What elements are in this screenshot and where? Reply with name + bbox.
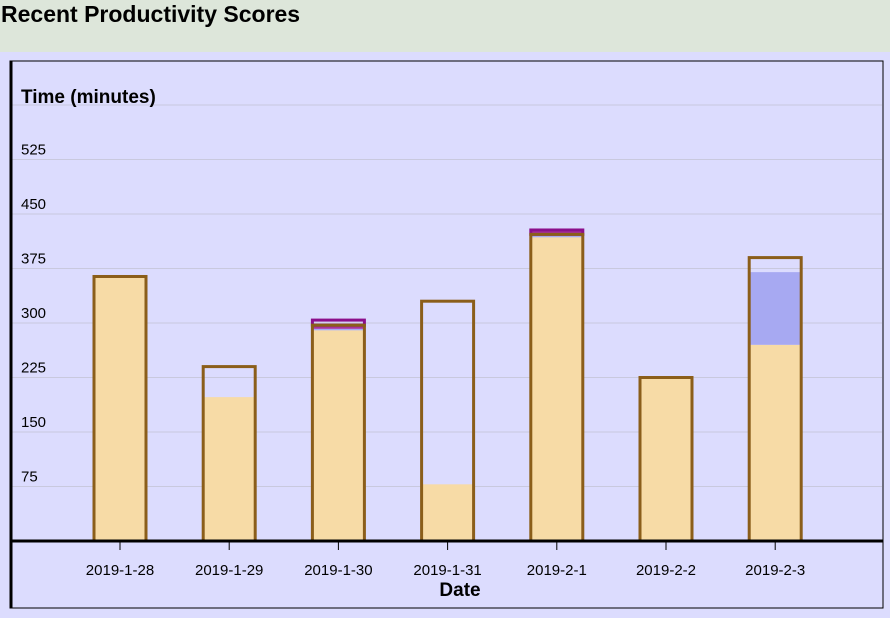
bar-segment [311,328,366,331]
y-tick-label: 450 [21,196,46,213]
bar-segment [311,330,366,541]
y-tick-label: 150 [21,414,46,431]
bar-segment [202,397,257,541]
y-tick-labels: 75 150 225 300 375 450 525 [21,142,46,486]
bar-segment [639,377,693,541]
chart-container: Time (minutes) 75 150 225 300 375 450 525 2019… [0,52,890,613]
bar-segment [529,237,584,541]
x-tick-label: 2019-2-2 [636,562,696,579]
productivity-bar-chart: Time (minutes) 75 150 225 300 375 450 525 2019… [9,60,884,609]
x-tick-labels: 2019-1-28 2019-1-29 2019-1-30 2019-1-31 2019… [86,541,805,579]
bar-segment [748,272,803,345]
bar-segment [748,344,803,541]
y-axis-label: Time (minutes) [21,87,156,108]
x-tick-label: 2019-2-1 [527,562,587,579]
y-tick-label: 300 [21,305,46,322]
x-axis-label: Date [439,580,480,601]
bar-segment [420,484,475,541]
page-header: Recent Productivity Scores [0,0,890,52]
page-title: Recent Productivity Scores [1,1,301,27]
x-tick-label: 2019-2-3 [745,562,805,579]
y-tick-label: 375 [21,251,46,268]
x-tick-label: 2019-1-31 [413,562,481,579]
x-tick-label: 2019-1-30 [304,562,372,579]
y-tick-label: 225 [21,360,46,377]
x-tick-label: 2019-1-29 [195,562,263,579]
bar-segment [93,276,147,541]
bar-segment [529,229,584,235]
y-tick-label: 525 [21,142,46,159]
y-tick-label: 75 [21,469,38,486]
grid-lines [12,104,882,487]
x-tick-label: 2019-1-28 [86,562,154,579]
